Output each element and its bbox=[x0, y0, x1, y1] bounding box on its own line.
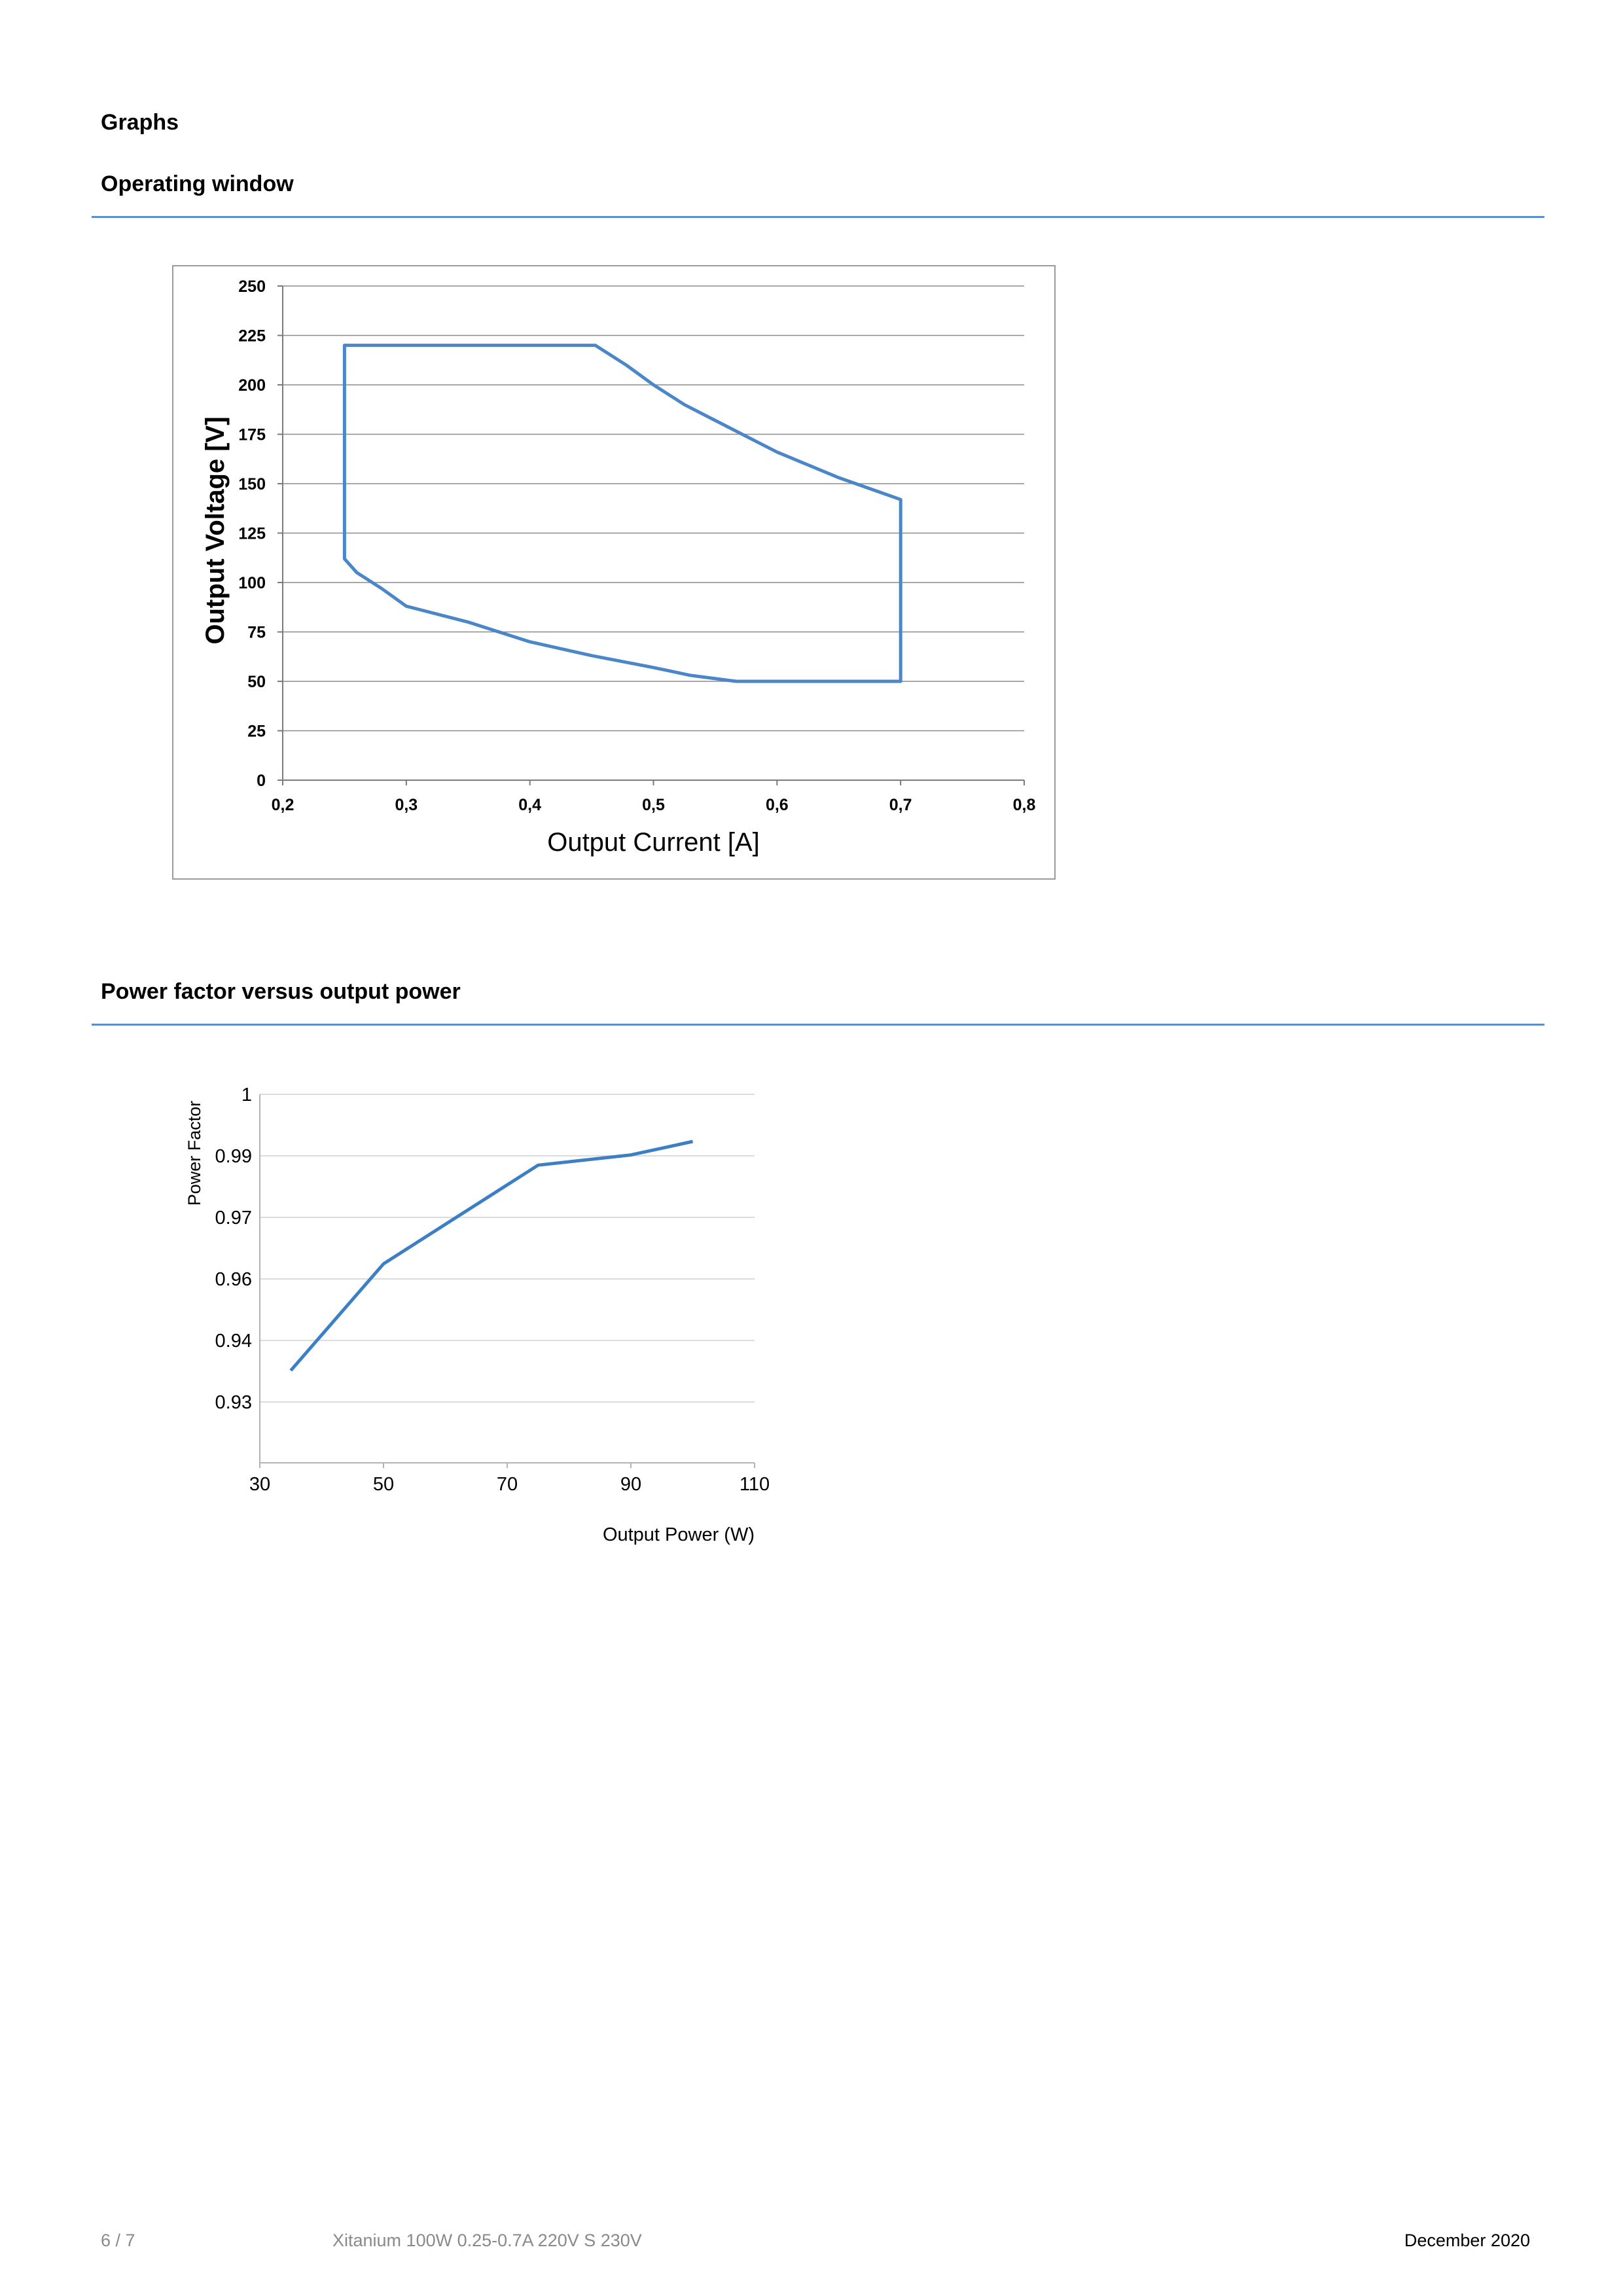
y-tick-label: 0 bbox=[257, 772, 266, 790]
y-tick-label: 1 bbox=[241, 1085, 252, 1105]
x-axis-label: Output Power (W) bbox=[603, 1524, 755, 1545]
y-tick-label: 0.96 bbox=[215, 1269, 252, 1290]
power-factor-rule bbox=[92, 1024, 1544, 1026]
x-tick-label: 0,4 bbox=[518, 796, 541, 814]
x-tick-label: 0,3 bbox=[395, 796, 418, 814]
y-tick-label: 250 bbox=[238, 278, 266, 296]
y-tick-label: 100 bbox=[238, 574, 266, 592]
x-tick-label: 30 bbox=[249, 1474, 270, 1495]
section-title: Graphs bbox=[101, 110, 179, 135]
x-tick-label: 110 bbox=[740, 1474, 770, 1495]
y-tick-label: 0.93 bbox=[215, 1392, 252, 1413]
y-tick-label: 200 bbox=[238, 376, 266, 395]
footer-date: December 2020 bbox=[1404, 2231, 1530, 2250]
series-line bbox=[342, 344, 902, 683]
y-tick-label: 150 bbox=[238, 475, 266, 493]
y-tick-label: 75 bbox=[247, 624, 266, 642]
x-tick-label: 0,5 bbox=[642, 796, 665, 814]
x-tick-label: 70 bbox=[497, 1474, 518, 1495]
y-tick-label: 25 bbox=[247, 723, 266, 741]
y-tick-label: 125 bbox=[238, 525, 266, 543]
chart-frame bbox=[172, 265, 1056, 880]
footer-page-number: 6 / 7 bbox=[101, 2231, 135, 2250]
operating-window-title: Operating window bbox=[101, 171, 294, 196]
y-tick-label: 0.99 bbox=[215, 1146, 252, 1167]
x-tick-label: 0,8 bbox=[1013, 796, 1036, 814]
power-factor-title: Power factor versus output power bbox=[101, 979, 461, 1004]
power-factor-chart: 1 0.99 0.97 0.96 0.94 0.93 30 50 70 90 110 Output P… bbox=[185, 1085, 770, 1545]
y-tick-label: 50 bbox=[247, 673, 266, 691]
x-tick-label: 0,2 bbox=[272, 796, 294, 814]
x-tick-label: 0,7 bbox=[889, 796, 912, 814]
operating-window-rule bbox=[92, 216, 1544, 218]
y-tick-label: 225 bbox=[238, 327, 266, 346]
operating-window-chart: 0 25 50 75 100 125 150 175 200 225 250 0,2 0,3 0,4 0,5… bbox=[172, 265, 1056, 880]
footer-product-name: Xitanium 100W 0.25-0.7A 220V S 230V bbox=[332, 2231, 642, 2250]
y-tick-label: 0.97 bbox=[215, 1208, 252, 1229]
x-tick-label: 50 bbox=[373, 1474, 394, 1495]
x-tick-label: 0,6 bbox=[766, 796, 789, 814]
y-axis-label: Power Factor bbox=[185, 1101, 204, 1206]
x-axis-label: Output Current [A] bbox=[547, 828, 760, 857]
series-line bbox=[289, 1139, 694, 1372]
y-tick-label: 0.94 bbox=[215, 1331, 252, 1352]
x-tick-label: 90 bbox=[620, 1474, 641, 1495]
y-tick-label: 175 bbox=[238, 426, 266, 444]
y-axis-label: Output Voltage [V] bbox=[201, 416, 230, 644]
